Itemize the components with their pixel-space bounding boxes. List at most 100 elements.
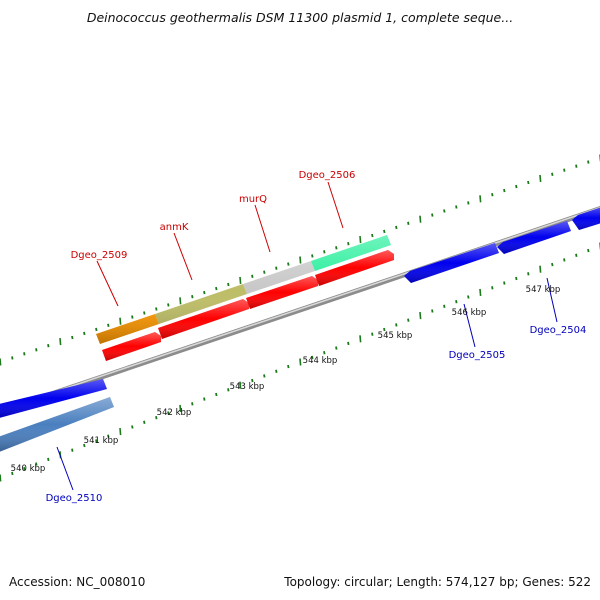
gene-label-dgeo-2509[interactable]: Dgeo_2509 — [71, 250, 128, 261]
inner-minor-tick — [35, 462, 38, 466]
accession-label: Accession: NC_008010 — [9, 575, 146, 589]
inner-minor-tick — [491, 286, 494, 290]
outer-minor-tick — [371, 233, 374, 238]
inner-minor-tick — [11, 471, 14, 476]
outer-minor-tick — [215, 286, 218, 291]
inner-minor-tick — [155, 416, 158, 420]
inner-minor-tick — [395, 323, 398, 327]
inner-minor-tick — [431, 309, 434, 313]
label-leaders — [56, 181, 558, 491]
gene-label-dgeo-2510[interactable]: Dgeo_2510 — [46, 493, 103, 504]
outer-minor-tick — [275, 266, 278, 270]
inner-major-tick — [119, 428, 122, 436]
gene-label-dgeo-2504[interactable]: Dgeo_2504 — [530, 325, 587, 336]
outer-major-tick — [0, 358, 2, 366]
outer-major-tick — [419, 215, 422, 223]
map-title: Deinococcus geothermalis DSM 11300 plasm… — [86, 10, 514, 25]
outer-minor-tick — [167, 303, 170, 307]
inner-major-tick — [179, 404, 182, 412]
topology-summary: Topology: circular; Length: 574,127 bp; … — [284, 575, 591, 589]
outer-minor-tick — [515, 184, 518, 189]
outer-minor-tick — [227, 282, 230, 287]
outer-major-tick — [479, 195, 482, 203]
inner-major-tick — [359, 335, 362, 343]
inner-minor-tick — [47, 457, 50, 462]
outer-major-tick — [359, 236, 362, 244]
inner-minor-tick — [383, 327, 386, 332]
outer-minor-tick — [395, 225, 398, 230]
forward-genes-outer — [96, 235, 391, 344]
inner-minor-tick — [83, 443, 86, 448]
outer-minor-tick — [191, 295, 194, 299]
scale-label-543-kbp: 543 kbp — [230, 382, 265, 392]
gene-dgeo-2510-block[interactable] — [0, 397, 114, 452]
outer-major-tick — [59, 338, 62, 346]
outer-minor-tick — [467, 201, 470, 205]
inner-major-tick — [479, 288, 482, 296]
inner-minor-tick — [227, 388, 230, 392]
inner-minor-tick — [551, 262, 554, 267]
gene-red-2[interactable] — [158, 299, 249, 339]
gene-blue-left[interactable] — [0, 379, 107, 418]
gene-label-dgeo-2505[interactable]: Dgeo_2505 — [449, 350, 506, 361]
gene-red-3[interactable] — [246, 276, 318, 309]
outer-minor-tick — [503, 188, 506, 193]
inner-minor-tick — [143, 420, 146, 424]
inner-minor-tick — [263, 374, 266, 378]
scale-label-546-kbp: 546 kbp — [452, 308, 487, 318]
inner-minor-tick — [515, 276, 518, 281]
outer-minor-tick — [155, 307, 158, 311]
outer-minor-tick — [527, 180, 530, 185]
inner-scale-ticks — [0, 242, 600, 482]
inner-minor-tick — [467, 295, 470, 299]
inner-minor-tick — [251, 378, 254, 383]
outer-minor-tick — [107, 323, 110, 327]
outer-minor-tick — [263, 270, 266, 274]
outer-minor-tick — [251, 274, 254, 278]
inner-minor-tick — [335, 346, 338, 350]
outer-minor-tick — [431, 213, 434, 217]
outer-minor-tick — [335, 246, 338, 250]
gene-label-dgeo-2506[interactable]: Dgeo_2506 — [299, 170, 356, 181]
outer-minor-tick — [407, 221, 410, 225]
inner-minor-tick — [323, 351, 326, 355]
outer-minor-tick — [11, 356, 14, 360]
gene-label-murq[interactable]: murQ — [239, 194, 267, 205]
inner-minor-tick — [95, 439, 98, 443]
scale-label-544-kbp: 544 kbp — [303, 356, 338, 366]
sequence-backbone — [0, 206, 600, 414]
inner-minor-tick — [371, 332, 374, 336]
gene-label-anmk[interactable]: anmK — [160, 222, 189, 233]
inner-minor-tick — [107, 434, 110, 438]
outer-minor-tick — [47, 344, 50, 348]
outer-major-tick — [179, 297, 182, 305]
gene-dgeo-2505-block[interactable] — [404, 243, 499, 283]
outer-minor-tick — [383, 229, 386, 234]
inner-minor-tick — [587, 248, 590, 253]
inner-major-tick — [299, 358, 302, 366]
outer-minor-tick — [287, 262, 290, 266]
outer-minor-tick — [311, 254, 314, 258]
outer-major-tick — [539, 174, 542, 182]
gene-label-group: Dgeo_2509 anmK murQ Dgeo_2506 Dgeo_2510 … — [46, 170, 587, 504]
forward-genes-inner — [102, 250, 394, 361]
scale-label-547-kbp: 547 kbp — [526, 285, 561, 295]
outer-minor-tick — [443, 209, 446, 213]
outer-minor-tick — [143, 311, 146, 315]
inner-minor-tick — [287, 364, 290, 369]
inner-minor-tick — [167, 411, 170, 415]
gene-blue-right[interactable] — [572, 206, 600, 230]
scale-label-541-kbp: 541 kbp — [84, 436, 119, 446]
inner-minor-tick — [131, 425, 134, 429]
inner-minor-tick — [455, 300, 458, 304]
outer-minor-tick — [203, 290, 206, 295]
gene-red-1[interactable] — [102, 332, 161, 361]
gene-dgeo-2504-block[interactable] — [497, 221, 571, 254]
outer-major-tick — [299, 256, 302, 264]
outer-minor-tick — [71, 335, 74, 340]
outer-minor-tick — [95, 327, 98, 332]
gene-red-4[interactable] — [315, 250, 394, 286]
scale-label-545-kbp: 545 kbp — [378, 331, 413, 341]
inner-major-tick — [419, 312, 422, 320]
scale-label-540-kbp: 540 kbp — [11, 464, 46, 474]
